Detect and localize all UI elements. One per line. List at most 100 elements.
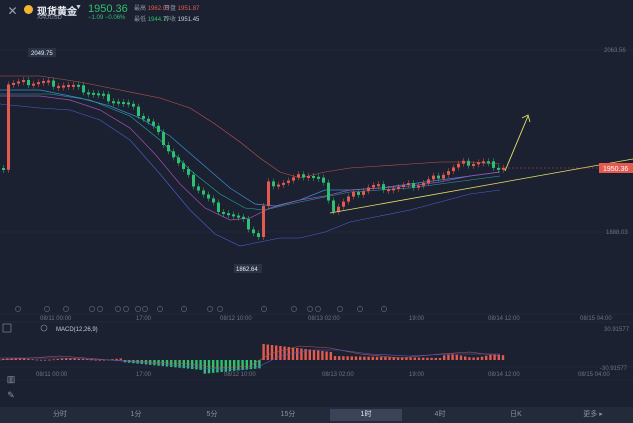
candle	[117, 101, 120, 104]
macd-bar	[380, 356, 383, 360]
macd-bar	[48, 359, 51, 361]
candle	[482, 161, 485, 164]
macd-bar	[18, 358, 22, 360]
tab-1hour[interactable]: 1时	[330, 409, 402, 421]
event-marker[interactable]	[63, 306, 69, 312]
tab-daily[interactable]: 日K	[510, 411, 522, 418]
stat-high: 最高 1962.03	[134, 6, 170, 12]
candle	[412, 183, 415, 188]
candle	[127, 102, 130, 105]
candle	[172, 151, 175, 158]
candle	[262, 205, 265, 237]
candle	[192, 174, 195, 187]
trend-line[interactable]	[329, 158, 633, 214]
candle	[377, 184, 380, 187]
macd-bottom-value: -30.91577	[600, 366, 628, 372]
event-marker[interactable]	[97, 306, 103, 312]
macd-bar	[275, 345, 278, 360]
event-marker[interactable]	[115, 306, 121, 312]
event-marker[interactable]	[181, 306, 187, 312]
candle	[447, 171, 450, 175]
event-marker[interactable]	[307, 306, 313, 312]
macd-bar	[39, 359, 43, 361]
event-marker[interactable]	[123, 306, 129, 312]
svg-text:08/13 02:00: 08/13 02:00	[308, 316, 340, 322]
macd-bar	[98, 359, 101, 361]
candle	[437, 175, 440, 179]
candle	[442, 174, 445, 179]
candle	[397, 187, 400, 190]
event-marker[interactable]	[157, 306, 163, 312]
candle	[422, 183, 425, 186]
macd-bar	[270, 345, 274, 360]
candle	[177, 157, 180, 164]
candle	[237, 215, 240, 218]
tab-4hour[interactable]: 4时	[434, 411, 446, 418]
tab-tick[interactable]: 分时	[53, 411, 67, 418]
chevron-down-icon[interactable]: ▼	[75, 4, 82, 11]
macd-bar	[157, 360, 160, 366]
event-marker[interactable]	[315, 306, 321, 312]
indicator-icon[interactable]: ▥	[6, 374, 16, 384]
event-marker[interactable]	[135, 306, 141, 312]
candle	[392, 188, 395, 191]
close-icon[interactable]: ✕	[7, 4, 18, 18]
event-marker[interactable]	[217, 306, 223, 312]
macd-bar	[249, 360, 253, 370]
event-marker[interactable]	[337, 306, 343, 312]
candle	[72, 84, 75, 87]
macd-bar	[312, 349, 316, 360]
event-marker[interactable]	[261, 306, 267, 312]
event-marker[interactable]	[207, 306, 213, 312]
macd-bar	[258, 360, 261, 369]
macd-bar	[451, 354, 454, 360]
stat-low: 最低 1944.77	[134, 17, 170, 23]
event-marker[interactable]	[15, 306, 21, 312]
event-marker[interactable]	[357, 306, 363, 312]
macd-bar	[493, 354, 496, 360]
event-marker[interactable]	[89, 306, 95, 312]
macd-histogram	[2, 344, 505, 374]
macd-bar	[149, 360, 152, 365]
svg-text:08/11 00:00: 08/11 00:00	[40, 316, 72, 322]
macd-bar	[338, 356, 341, 360]
peak-label-box	[28, 48, 56, 57]
tab-5min[interactable]: 5分	[206, 411, 218, 418]
event-marker[interactable]	[142, 306, 148, 312]
event-marker[interactable]	[381, 306, 387, 312]
candle	[122, 102, 125, 105]
macd-bar	[485, 355, 488, 360]
macd-bar	[304, 348, 307, 360]
candlestick-chart[interactable]: 2049.75 1862.64 2063.56 1888.03 1950.36 …	[0, 24, 633, 407]
svg-text:17:00: 17:00	[136, 316, 152, 322]
candle	[272, 181, 275, 187]
tab-15min[interactable]: 15分	[280, 411, 296, 418]
tab-1min[interactable]: 1分	[130, 411, 142, 418]
candles	[2, 77, 505, 240]
event-marker[interactable]	[44, 306, 50, 312]
candle	[142, 116, 145, 119]
macd-bar	[102, 359, 106, 361]
macd-bar	[396, 357, 400, 360]
macd-bar	[409, 357, 412, 360]
event-markers[interactable]	[15, 306, 387, 312]
candle	[67, 85, 70, 87]
macd-bar	[216, 360, 219, 373]
tab-more[interactable]: 更多 ▸	[583, 411, 603, 418]
candle	[502, 167, 505, 170]
macd-bar	[233, 360, 236, 371]
candle	[452, 167, 455, 172]
event-marker[interactable]	[291, 306, 297, 312]
macd-bar	[472, 357, 475, 360]
stat-open: 开盘 1951.87	[164, 6, 200, 12]
draw-tool-icon[interactable]: ✎	[7, 390, 15, 400]
projection-arrow[interactable]	[504, 115, 529, 172]
instrument-name[interactable]: 现货黄金	[37, 7, 77, 18]
settings-icon[interactable]	[40, 324, 48, 332]
collapse-panel-icon[interactable]	[2, 323, 12, 333]
candle	[357, 192, 360, 195]
candle	[252, 229, 255, 234]
svg-text:08/11 00:00: 08/11 00:00	[36, 372, 68, 378]
macd-bar	[90, 359, 93, 361]
candle	[57, 86, 60, 89]
